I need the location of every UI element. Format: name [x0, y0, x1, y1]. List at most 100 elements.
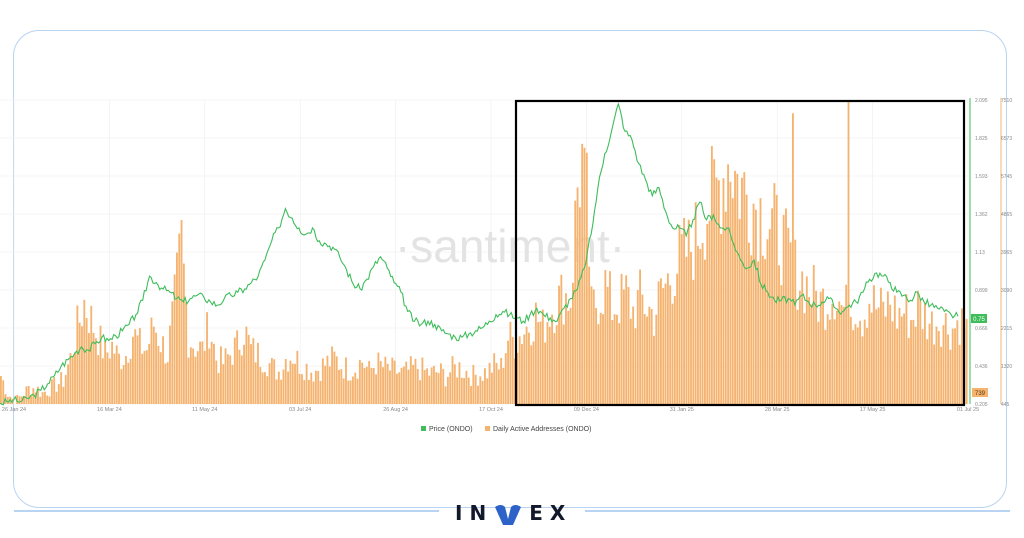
daa-bar [48, 396, 51, 404]
daa-bar [39, 396, 42, 404]
daa-bar [377, 352, 380, 404]
legend: Price (ONDO) Daily Active Addresses (OND… [421, 426, 591, 433]
daa-bar [233, 337, 236, 404]
daa-bar [30, 395, 32, 404]
daa-bar [206, 312, 208, 404]
daa-bar [238, 349, 241, 404]
daa-bar [414, 358, 417, 404]
daa-bar [805, 276, 808, 404]
daa-bar [402, 366, 405, 404]
daa-bar [391, 357, 394, 404]
daa-bar [620, 273, 623, 404]
highlight-box [514, 99, 966, 407]
logo-text-right: EX [529, 501, 573, 525]
daa-bar [958, 344, 961, 404]
daa-bar [287, 371, 290, 404]
daa-tick-label: 2215 [1001, 326, 1012, 332]
daa-bar [724, 211, 727, 404]
daa-bar [192, 348, 195, 404]
daa-bar [782, 214, 785, 404]
daa-bar [213, 343, 215, 404]
daa-bar [64, 374, 67, 404]
daa-bar [678, 225, 681, 404]
daa-bar [944, 313, 947, 404]
price-line [0, 102, 959, 406]
daa-bar [53, 377, 56, 404]
daa-bar [467, 377, 470, 404]
daa-bar [67, 364, 70, 404]
daa-bar [435, 372, 438, 404]
daa-bar [588, 266, 591, 404]
daa-bar [717, 180, 720, 404]
daa-bar [956, 320, 959, 404]
daa-bar [917, 290, 919, 404]
daa-bar [921, 329, 924, 404]
daa-tick-label: 4865 [1001, 212, 1012, 218]
daa-bar [882, 301, 885, 404]
daa-bar [155, 332, 158, 404]
daa-bar [842, 306, 845, 404]
daa-bar [629, 318, 632, 404]
daa-bar [801, 271, 804, 404]
daa-bar [382, 367, 384, 404]
price-tick-label: 1.825 [975, 136, 988, 142]
daa-bar [889, 304, 892, 404]
daa-bar [101, 358, 104, 404]
daa-bar [81, 326, 83, 404]
daa-bar [949, 349, 952, 404]
daa-bar [794, 239, 797, 404]
daa-bar [490, 372, 493, 404]
daa-bar [789, 242, 792, 404]
daa-bar [185, 302, 188, 404]
daa-bar [495, 362, 498, 404]
daa-bar [754, 209, 757, 404]
daa-bar [907, 337, 910, 404]
daa-bar [613, 314, 616, 404]
daa-bar [305, 363, 308, 404]
daa-bar [780, 285, 783, 404]
price-tick-label: 2.095 [975, 98, 988, 104]
daa-bar [548, 326, 551, 404]
daa-bar [303, 380, 306, 404]
daa-tick-label: 5745 [1001, 174, 1012, 180]
daa-bar [257, 342, 259, 404]
daa-bar [264, 372, 266, 404]
daa-bar [611, 319, 614, 404]
x-tick-label: 16 Mar 24 [97, 407, 122, 413]
daa-bar [713, 159, 716, 404]
daa-bar [773, 183, 776, 404]
daa-bar [854, 324, 857, 404]
daa-bar [481, 380, 484, 404]
x-tick-label: 26 Aug 24 [383, 407, 408, 413]
x-tick-label: 26 Jan 24 [2, 407, 26, 413]
daa-current-text: 739 [975, 391, 986, 397]
daa-bar [398, 372, 401, 404]
daa-bar [500, 357, 503, 404]
daa-bar [463, 378, 466, 404]
daa-bar [518, 336, 521, 404]
daa-bar [838, 301, 841, 404]
daa-bar [729, 181, 732, 404]
daa-bar [479, 376, 482, 404]
daa-bar [44, 391, 46, 404]
daa-bar [666, 273, 669, 404]
daa-bar [808, 297, 811, 404]
daa-bar [898, 307, 901, 404]
daa-bar [606, 286, 609, 404]
daa-bar [926, 339, 929, 404]
daa-bar [919, 298, 922, 404]
daa-bar [203, 350, 206, 404]
daa-bar [340, 369, 343, 404]
daa-bar [224, 348, 227, 404]
daa-bar [824, 329, 827, 404]
daa-bar [268, 363, 271, 404]
daa-bar [914, 326, 917, 404]
daa-bar [664, 283, 667, 404]
daa-bar [352, 376, 354, 404]
daa-bar [602, 314, 604, 404]
x-tick-label: 28 Mar 25 [765, 407, 790, 413]
daa-bar [474, 374, 477, 404]
daa-bar [347, 380, 350, 404]
daa-bar [810, 304, 813, 404]
